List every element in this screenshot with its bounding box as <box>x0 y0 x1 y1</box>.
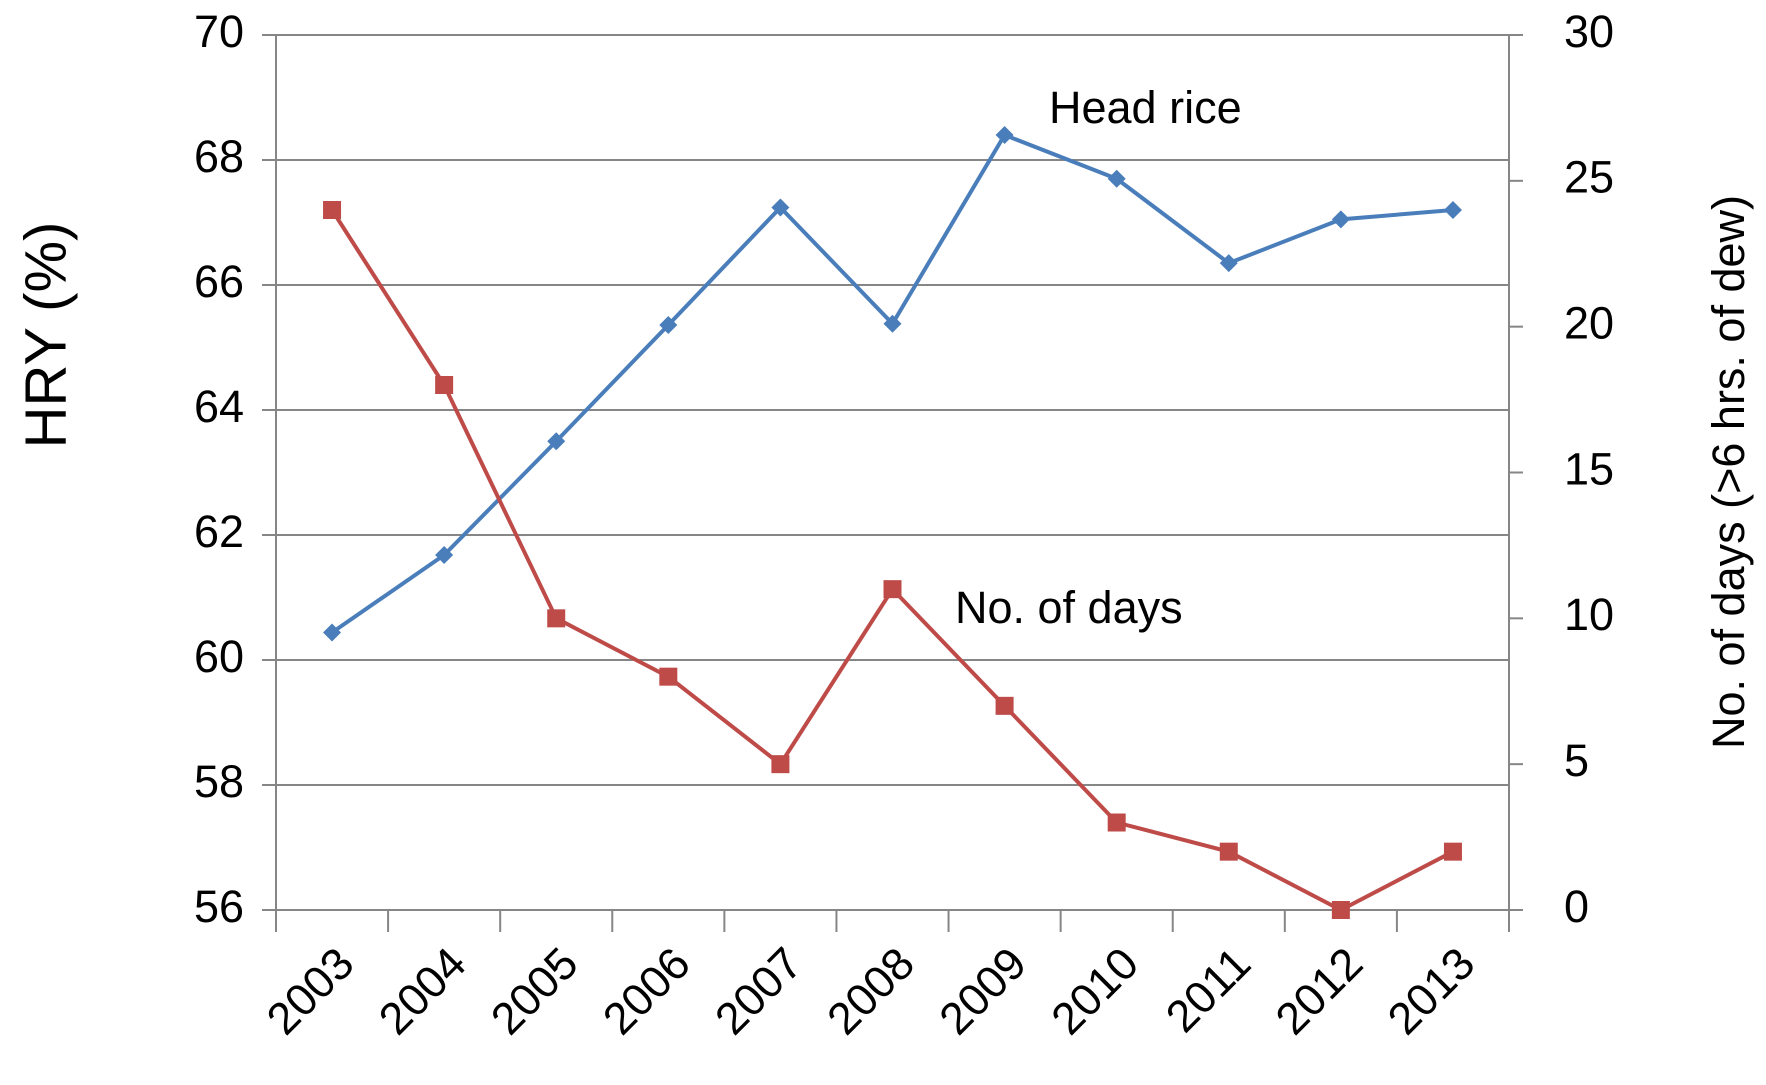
series-label: No. of days <box>955 582 1183 633</box>
y-tick-label: 68 <box>194 131 244 182</box>
marker <box>323 623 342 642</box>
y2-tick-label: 25 <box>1564 152 1614 203</box>
marker <box>1331 210 1350 229</box>
x-tick-label: 2007 <box>705 937 812 1044</box>
marker <box>323 201 342 219</box>
marker <box>771 198 790 217</box>
marker <box>435 546 454 564</box>
y-tick-label: 56 <box>194 881 244 932</box>
y2-tick-label: 10 <box>1564 589 1614 640</box>
x-tick-label: 2008 <box>817 937 924 1044</box>
marker <box>995 126 1014 144</box>
x-tick-label: 2005 <box>481 937 588 1044</box>
marker <box>1219 254 1238 273</box>
marker <box>547 432 566 451</box>
marker <box>1107 813 1126 832</box>
x-tick-label: 2011 <box>1156 937 1260 1041</box>
marker <box>995 696 1014 715</box>
x-tick-label: 2004 <box>369 937 476 1044</box>
x-tick-label: 2012 <box>1265 937 1372 1044</box>
y-tick-label: 64 <box>194 381 244 432</box>
x-tick-label: 2013 <box>1378 937 1485 1044</box>
y2-tick-label: 20 <box>1564 298 1614 349</box>
marker <box>771 755 790 774</box>
marker <box>1443 201 1462 219</box>
marker <box>659 667 678 686</box>
marker <box>547 609 566 628</box>
y-tick-label: 66 <box>194 256 244 307</box>
marker <box>883 314 902 333</box>
x-tick-label: 2006 <box>593 937 700 1044</box>
marker <box>659 316 678 334</box>
marker <box>1443 842 1462 861</box>
y2-tick-label: 0 <box>1564 881 1589 932</box>
y2-axis-title: No. of days (>6 hrs. of dew) <box>1703 195 1754 749</box>
x-tick-label: 2010 <box>1041 937 1148 1044</box>
y2-tick-label: 15 <box>1564 443 1614 494</box>
series-line <box>330 132 1454 635</box>
y-tick-label: 62 <box>194 506 244 557</box>
marker <box>883 580 902 599</box>
marker <box>1331 901 1350 919</box>
y-tick-label: 58 <box>194 756 244 807</box>
marker <box>1219 842 1238 861</box>
x-tick-label: 2009 <box>929 937 1036 1044</box>
marker <box>435 376 454 394</box>
y-tick-label: 60 <box>194 631 244 682</box>
y-tick-label: 70 <box>194 6 244 57</box>
y2-tick-label: 30 <box>1564 6 1614 57</box>
marker <box>1107 169 1126 188</box>
y2-tick-label: 5 <box>1564 735 1589 786</box>
x-tick-label: 2003 <box>257 937 364 1044</box>
y-axis-title: HRY (%) <box>13 222 78 449</box>
series-label: Head rice <box>1049 82 1242 133</box>
